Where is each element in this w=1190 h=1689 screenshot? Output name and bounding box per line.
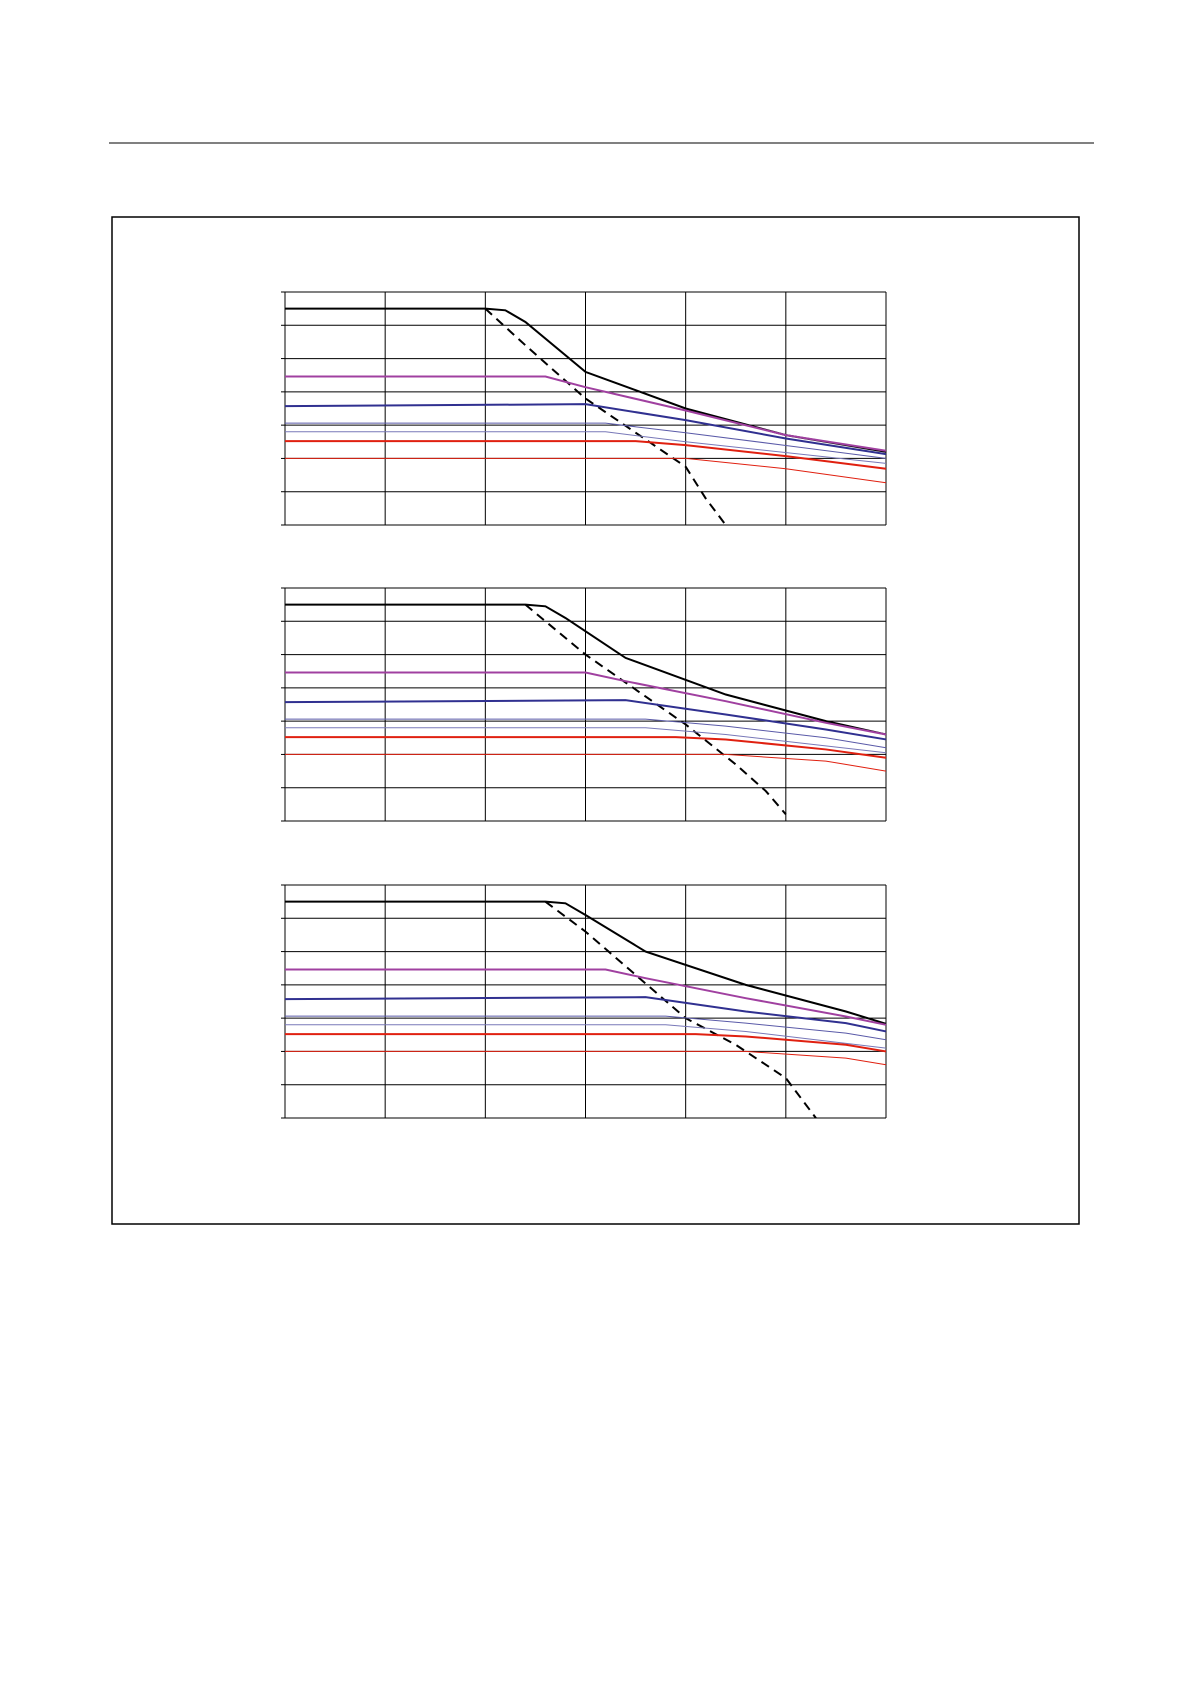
series-line — [285, 431, 887, 464]
series-line — [285, 457, 887, 484]
series-line — [284, 996, 887, 1033]
series-line — [284, 403, 887, 456]
series-line — [285, 440, 887, 470]
series-line — [285, 736, 887, 759]
series-line — [524, 603, 787, 815]
series-line — [285, 1050, 887, 1066]
series-line — [285, 603, 887, 736]
series-line — [285, 727, 887, 754]
series-line — [285, 1024, 887, 1049]
figure-frame — [111, 216, 1080, 1225]
series-line — [285, 375, 887, 452]
series-line — [285, 968, 887, 1026]
series-line — [285, 900, 887, 1025]
series-line — [285, 422, 887, 459]
series-line — [284, 699, 887, 741]
series-line — [285, 1015, 887, 1041]
series-line — [285, 671, 887, 736]
series-line — [285, 1033, 887, 1053]
series-line — [544, 900, 817, 1119]
series-line — [285, 753, 887, 772]
series-line — [484, 307, 727, 526]
series-line — [285, 718, 887, 749]
